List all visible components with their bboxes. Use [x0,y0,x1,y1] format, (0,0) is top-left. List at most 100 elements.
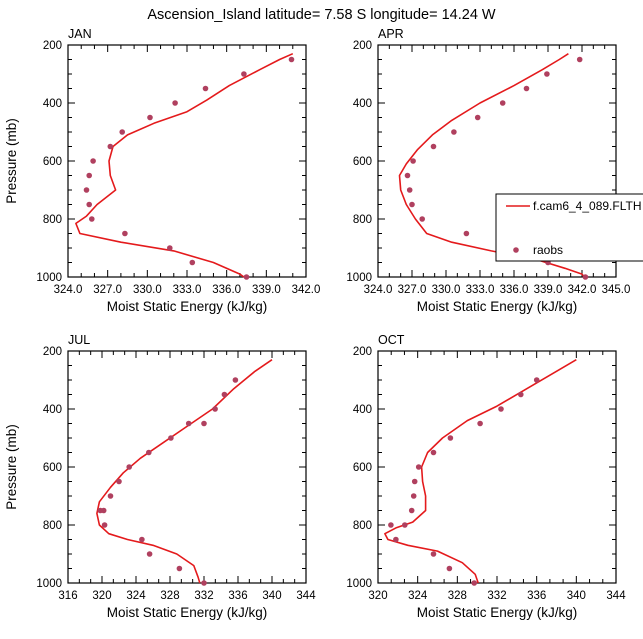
jan-raob-point [147,114,153,121]
oct-raob-point [447,435,454,441]
jul-raob-point [107,493,114,499]
oct-raob-point [411,478,418,485]
jul-raob-point [116,478,122,485]
oct-plot-frame [377,350,617,584]
apr-raob-point [406,187,413,193]
jan-xaxis-label: Moist Static Energy (kJ/kg) [107,299,268,314]
jan-raob-point [107,143,114,150]
apr-xtick-label: 336.0 [500,284,529,296]
legend-marker-swatch [513,247,519,253]
apr-ytick-label: 1000 [346,272,372,284]
oct-ytick-label: 400 [353,404,372,416]
apr-raob-point [499,100,506,106]
jan-ytick-label: 400 [43,98,62,110]
jul-raob-point [168,435,174,441]
oct-raob-point [498,406,504,412]
jul-raob-point [139,536,145,543]
apr-plot-frame [377,44,617,278]
apr-raob-point [474,114,481,121]
jul-raob-point [185,420,192,427]
jan-raob-point [90,158,96,164]
jan-raob-point [83,187,90,193]
jan-ytick-label: 1000 [36,272,62,284]
jul-raob-point [212,406,218,412]
apr-ytick-label: 400 [353,98,372,110]
legend: f.cam6_4_089.FLTH raobs [495,193,643,262]
jan-raob-point [86,201,92,208]
oct-xtick-label: 328 [448,590,467,602]
apr-xtick-label: 324.0 [364,284,393,296]
jul-ytick-label: 200 [43,346,62,358]
apr-raob-point [409,201,415,208]
jul-raob-point [201,580,207,586]
jul-raob-point [232,377,239,383]
jan-ytick-label: 800 [43,214,62,226]
jan-model-line [75,52,294,278]
jul-xtick-label: 320 [92,590,111,602]
oct-xtick-label: 320 [368,590,387,602]
oct-raob-point [518,391,524,398]
jan-raob-point [119,129,125,135]
apr-raob-point [404,172,411,179]
oct-raob-point [533,377,540,383]
jul-ytick-label: 1000 [36,578,62,590]
apr-panel-title: APR [378,27,404,41]
apr-ytick-label: 600 [353,156,372,168]
oct-raob-point [410,493,417,499]
oct-xtick-label: 324 [408,590,428,602]
jan-raob-point [243,274,250,280]
oct-raob-point [446,565,453,572]
jul-xtick-label: 328 [160,590,179,602]
oct-xtick-label: 332 [487,590,506,602]
oct-raob-point [408,507,415,514]
apr-xtick-label: 327.0 [398,284,427,296]
jul-ytick-label: 400 [43,404,62,416]
apr-raob-point [451,129,457,135]
jan-panel-title: JAN [68,27,92,41]
jan-raob-point [172,100,178,106]
jan-xtick-label: 336.0 [212,284,241,296]
jan-xtick-label: 333.0 [173,284,202,296]
apr-raob-point [576,56,583,63]
jul-model-line [96,359,273,584]
oct-ytick-label: 600 [353,462,372,474]
oct-raob-point [471,580,478,586]
jul-xaxis-label: Moist Static Energy (kJ/kg) [107,605,268,620]
jan-yaxis-label: Pressure (mb) [4,118,19,204]
apr-raob-point [410,158,416,164]
apr-raob-point [463,230,470,237]
jul-xtick-label: 324 [126,590,146,602]
apr-raob-point [419,216,426,222]
jul-xtick-label: 336 [228,590,247,602]
jan-raob-point [241,71,247,77]
jan-raob-point [89,216,95,222]
jul-xtick-label: 332 [194,590,213,602]
oct-xtick-label: 344 [606,590,626,602]
oct-model-line [384,359,577,584]
oct-xtick-label: 336 [527,590,546,602]
oct-raob-point [477,420,483,427]
oct-panel-title: OCT [378,333,405,347]
apr-ytick-label: 800 [353,214,372,226]
oct-ytick-label: 200 [353,346,372,358]
jul-raob-point [176,565,183,572]
oct-xaxis-label: Moist Static Energy (kJ/kg) [417,605,578,620]
oct-raob-point [393,536,399,543]
jan-raob-point [122,230,128,237]
jul-xtick-label: 344 [296,590,316,602]
jan-raob-point [86,172,92,179]
jan-ytick-label: 600 [43,156,62,168]
jan-raob-point [189,259,196,266]
jul-xtick-label: 316 [58,590,77,602]
apr-xtick-label: 342.0 [568,284,597,296]
apr-xtick-label: 345.0 [602,284,631,296]
oct-raob-point [430,449,437,456]
apr-xaxis-label: Moist Static Energy (kJ/kg) [417,299,578,314]
apr-raob-point [430,143,437,150]
apr-raob-point [582,274,589,280]
oct-ytick-label: 800 [353,520,372,532]
